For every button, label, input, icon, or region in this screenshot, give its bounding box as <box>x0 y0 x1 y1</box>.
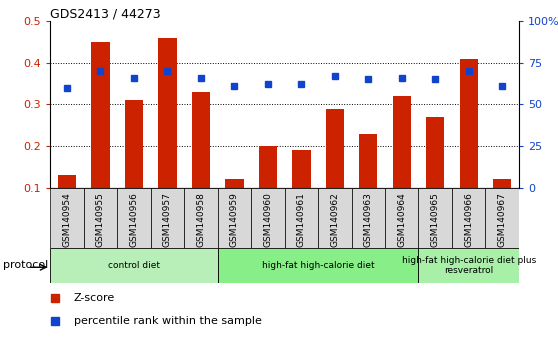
Text: GSM140959: GSM140959 <box>230 193 239 247</box>
Bar <box>184 188 218 248</box>
Bar <box>258 146 277 229</box>
Text: GSM140955: GSM140955 <box>96 193 105 247</box>
Text: GSM140961: GSM140961 <box>297 193 306 247</box>
Bar <box>151 188 184 248</box>
Bar <box>225 179 243 229</box>
Text: high-fat high-calorie diet plus
resveratrol: high-fat high-calorie diet plus resverat… <box>402 256 536 275</box>
Bar <box>191 92 210 229</box>
Text: control diet: control diet <box>108 261 160 270</box>
Text: high-fat high-calorie diet: high-fat high-calorie diet <box>262 261 374 270</box>
Bar <box>117 188 151 248</box>
Text: GSM140965: GSM140965 <box>431 193 440 247</box>
Bar <box>58 175 76 229</box>
Text: GSM140966: GSM140966 <box>464 193 473 247</box>
Bar <box>359 133 377 229</box>
Text: GSM140967: GSM140967 <box>498 193 507 247</box>
Text: GDS2413 / 44273: GDS2413 / 44273 <box>50 7 161 20</box>
Bar <box>418 248 519 283</box>
Bar <box>493 179 511 229</box>
Text: GSM140963: GSM140963 <box>364 193 373 247</box>
Text: GSM140958: GSM140958 <box>196 193 205 247</box>
Text: GSM140960: GSM140960 <box>263 193 272 247</box>
Bar <box>50 248 218 283</box>
Bar <box>352 188 385 248</box>
Bar <box>292 150 310 229</box>
Text: GSM140957: GSM140957 <box>163 193 172 247</box>
Bar <box>385 188 418 248</box>
Bar <box>392 96 411 229</box>
Bar <box>251 188 285 248</box>
Bar <box>452 188 485 248</box>
Bar <box>124 100 143 229</box>
Bar <box>218 248 418 283</box>
Text: protocol: protocol <box>3 261 48 270</box>
Bar <box>50 188 84 248</box>
Text: GSM140962: GSM140962 <box>330 193 339 247</box>
Bar <box>91 42 109 229</box>
Text: GSM140954: GSM140954 <box>62 193 71 247</box>
Bar <box>459 59 478 229</box>
Text: Z-score: Z-score <box>74 293 115 303</box>
Text: GSM140964: GSM140964 <box>397 193 406 247</box>
Bar <box>318 188 352 248</box>
Bar <box>84 188 117 248</box>
Bar <box>325 109 344 229</box>
Text: GSM140956: GSM140956 <box>129 193 138 247</box>
Bar <box>218 188 251 248</box>
Bar <box>285 188 318 248</box>
Bar <box>158 38 176 229</box>
Bar <box>485 188 519 248</box>
Text: percentile rank within the sample: percentile rank within the sample <box>74 316 262 326</box>
Bar <box>426 117 444 229</box>
Bar <box>418 188 452 248</box>
